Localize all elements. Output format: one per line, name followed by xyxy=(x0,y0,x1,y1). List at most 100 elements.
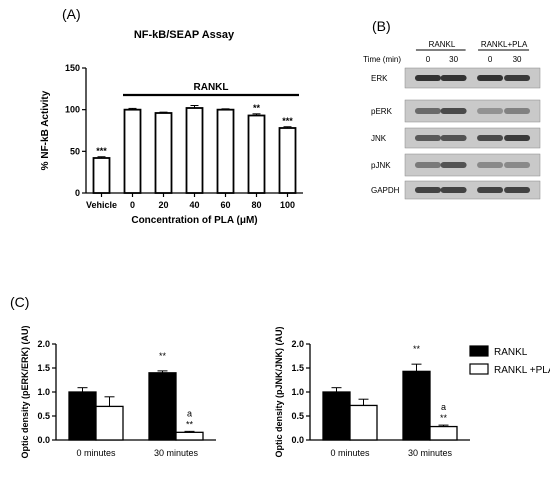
significance-letter: a xyxy=(441,402,446,412)
bar xyxy=(429,425,458,441)
y-tick-label: 0.0 xyxy=(37,435,50,445)
y-axis-label: Optic density (pJNK/JNK) (AU) xyxy=(274,326,284,457)
x-tick-label: Vehicle xyxy=(86,200,117,210)
bar xyxy=(216,108,235,194)
blot-row-label: pERK xyxy=(371,107,393,116)
x-tick-label: 30 minutes xyxy=(408,448,453,458)
blot-time-value: 0 xyxy=(488,55,493,64)
blot-band xyxy=(504,187,531,193)
y-tick-label: 0.5 xyxy=(37,411,50,421)
bar xyxy=(185,107,204,194)
blot-strip xyxy=(404,153,541,177)
significance-marker: ** xyxy=(186,419,194,429)
blot-band xyxy=(477,162,504,168)
bar xyxy=(402,370,431,441)
significance-marker: *** xyxy=(96,146,107,156)
blot-strip xyxy=(404,180,541,200)
blot-band xyxy=(440,75,467,81)
blot-band xyxy=(504,162,531,168)
y-tick-label: 1.0 xyxy=(291,387,304,397)
blot-band xyxy=(414,75,441,81)
blot-band xyxy=(477,135,504,141)
blot-time-value: 30 xyxy=(513,55,522,64)
bar xyxy=(349,404,378,441)
x-tick-label: 0 minutes xyxy=(76,448,116,458)
rankl-bracket-label: RANKL xyxy=(194,82,229,93)
blot-time-value: 30 xyxy=(449,55,458,64)
panel-label-a: (A) xyxy=(62,6,81,22)
y-tick-label: 1.5 xyxy=(291,363,304,373)
y-tick-label: 1.5 xyxy=(37,363,50,373)
blot-time-value: 0 xyxy=(426,55,431,64)
x-axis-label: Concentration of PLA (μM) xyxy=(131,215,257,226)
blot-band xyxy=(504,75,531,81)
blot-band xyxy=(504,135,531,141)
significance-marker: *** xyxy=(282,116,293,126)
x-tick-label: 0 xyxy=(130,200,135,210)
x-tick-label: 60 xyxy=(220,200,230,210)
y-tick-label: 100 xyxy=(65,105,80,115)
y-tick-label: 1.0 xyxy=(37,387,50,397)
bar xyxy=(278,127,297,194)
chart-pjnk-jnk: 0.00.51.01.52.00 minutes****a30 minutesO… xyxy=(274,326,550,458)
bar xyxy=(148,372,177,441)
chart-nfkb-activity: NF-kB/SEAP Assay 0 50 100 150 Vehicle *** 0 20 40… xyxy=(40,29,303,226)
legend-swatch xyxy=(469,363,489,375)
bar xyxy=(175,431,204,441)
x-tick-label: 100 xyxy=(280,200,295,210)
x-tick-label: 80 xyxy=(251,200,261,210)
bar xyxy=(92,157,111,194)
legend-swatch xyxy=(469,345,489,357)
blot-band xyxy=(414,108,441,114)
blot-strip xyxy=(404,99,541,123)
blot-strip xyxy=(404,127,541,149)
bar xyxy=(247,114,266,194)
blot-band xyxy=(440,108,467,114)
chart-title: NF-kB/SEAP Assay xyxy=(134,29,235,41)
blot-group-rankl-pla: RANKL+PLA xyxy=(481,40,528,49)
significance-letter: a xyxy=(187,408,192,418)
blot-row-label: JNK xyxy=(371,134,387,143)
blot-time-label: Time (min) xyxy=(363,55,401,64)
blot-strip xyxy=(404,67,541,89)
y-tick-label: 2.0 xyxy=(291,339,304,349)
x-tick-label: 0 minutes xyxy=(330,448,370,458)
panel-label-b: (B) xyxy=(372,18,391,34)
x-tick-label: 30 minutes xyxy=(154,448,199,458)
blot-band xyxy=(504,108,531,114)
x-tick-label: 40 xyxy=(189,200,199,210)
blot-group-rankl: RANKL xyxy=(429,40,456,49)
y-tick-label: 150 xyxy=(65,63,80,73)
y-tick-label: 0.0 xyxy=(291,435,304,445)
blot-band xyxy=(440,187,467,193)
blot-row-label: pJNK xyxy=(371,161,391,170)
significance-marker: ** xyxy=(159,351,167,361)
blot-row-label: GAPDH xyxy=(371,186,400,195)
bar xyxy=(154,112,173,194)
bar xyxy=(322,391,351,441)
panel-label-c: (C) xyxy=(10,294,30,310)
blot-band xyxy=(440,162,467,168)
y-tick-label: 50 xyxy=(70,146,80,156)
legend-label: RANKL xyxy=(494,347,528,358)
significance-marker: ** xyxy=(413,344,421,354)
y-tick-label: 2.0 xyxy=(37,339,50,349)
x-tick-label: 20 xyxy=(158,200,168,210)
y-tick-label: 0.5 xyxy=(291,411,304,421)
significance-marker: ** xyxy=(440,413,448,423)
bar xyxy=(95,405,124,441)
y-axis-label: % NF-kB Activity xyxy=(40,90,51,170)
blot-row-label: ERK xyxy=(371,74,388,83)
blot-band xyxy=(414,135,441,141)
blot-band xyxy=(477,75,504,81)
y-axis-label: Optic density (pERK/ERK) (AU) xyxy=(20,325,30,458)
y-tick-label: 0 xyxy=(75,188,80,198)
legend-label: RANKL +PLA xyxy=(494,365,550,376)
blot-band xyxy=(414,162,441,168)
western-blot: RANKL RANKL+PLA Time (min) 0 30 0 30 ERK pERK JNK… xyxy=(363,40,541,200)
blot-band xyxy=(477,187,504,193)
bar xyxy=(123,108,142,194)
blot-band xyxy=(440,135,467,141)
blot-band xyxy=(414,187,441,193)
bar xyxy=(68,391,97,441)
